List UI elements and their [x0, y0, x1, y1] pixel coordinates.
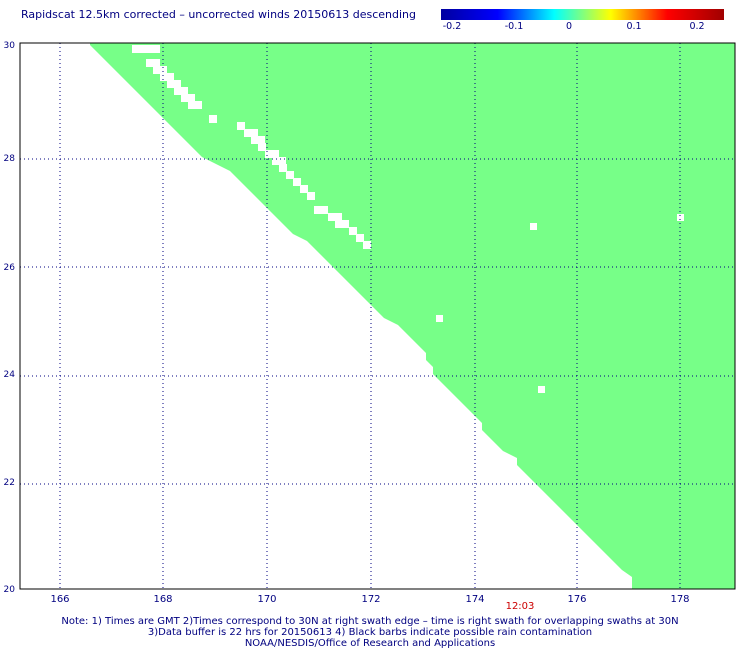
- data-gap: [153, 66, 167, 74]
- lat-tick-label-22: 22: [4, 478, 15, 488]
- lon-tick-label-166: 166: [50, 594, 69, 605]
- data-gap: [538, 386, 545, 393]
- lat-tick-label-30: 30: [4, 41, 16, 51]
- data-gap: [349, 227, 357, 235]
- data-gap: [174, 87, 188, 95]
- data-gap: [286, 171, 294, 179]
- data-gap: [167, 80, 181, 88]
- data-gap: [335, 220, 349, 228]
- data-gap: [530, 223, 537, 230]
- data-gap: [677, 214, 684, 221]
- note-line-1: Note: 1) Times are GMT 2)Times correspon…: [61, 616, 679, 627]
- data-gap: [436, 315, 443, 322]
- data-gap: [146, 59, 160, 67]
- colorbar-label-neg-0-2: -0.2: [442, 21, 462, 32]
- data-gap: [307, 192, 315, 200]
- map-frame: [19, 42, 736, 590]
- data-gap: [328, 213, 342, 221]
- data-gap: [258, 143, 266, 151]
- lat-tick-label-26: 26: [4, 263, 16, 273]
- data-gap: [251, 136, 265, 144]
- data-gap: [188, 101, 202, 109]
- data-gap: [265, 150, 279, 158]
- note-line-2: 3)Data buffer is 22 hrs for 20150613 4) …: [147, 627, 593, 638]
- axis-labels: 166 168 170 172 174 176 178 20 22 24 26 …: [4, 41, 690, 612]
- data-gap: [237, 122, 245, 130]
- lon-tick-label-168: 168: [153, 594, 172, 605]
- lon-tick-label-172: 172: [361, 594, 380, 605]
- data-gap: [314, 206, 328, 214]
- data-gap: [272, 157, 286, 165]
- lat-lon-grid: [20, 43, 735, 589]
- data-gap: [363, 241, 371, 249]
- colorbar-label-0-1: 0.1: [626, 21, 642, 32]
- data-gap: [244, 129, 258, 137]
- colorbar-label-zero: 0: [565, 21, 573, 32]
- swath-coverage: [90, 43, 735, 589]
- data-gap: [279, 164, 287, 172]
- data-gap: [160, 73, 174, 81]
- data-gap: [300, 185, 308, 193]
- map-title: Rapidscat 12.5km corrected – uncorrected…: [21, 8, 417, 21]
- lon-tick-label-178: 178: [670, 594, 689, 605]
- data-gap: [356, 234, 364, 242]
- swath-time-label: 12:03: [506, 601, 535, 612]
- lat-tick-label-28: 28: [4, 154, 16, 164]
- note-line-3: NOAA/NESDIS/Office of Research and Appli…: [244, 638, 496, 649]
- lon-tick-label-176: 176: [567, 594, 586, 605]
- lon-tick-label-170: 170: [257, 594, 276, 605]
- colorbar: [441, 9, 724, 20]
- data-gap: [293, 178, 301, 186]
- colorbar-label-neg-0-1: -0.1: [504, 21, 524, 32]
- lat-tick-label-24: 24: [4, 370, 16, 380]
- data-gap: [209, 115, 217, 123]
- colorbar-label-0-2: 0.2: [689, 21, 705, 32]
- data-gap: [132, 45, 160, 53]
- data-gap: [181, 94, 195, 102]
- lon-tick-label-174: 174: [465, 594, 484, 605]
- swath-fill: [90, 43, 735, 589]
- lat-tick-label-20: 20: [4, 585, 16, 595]
